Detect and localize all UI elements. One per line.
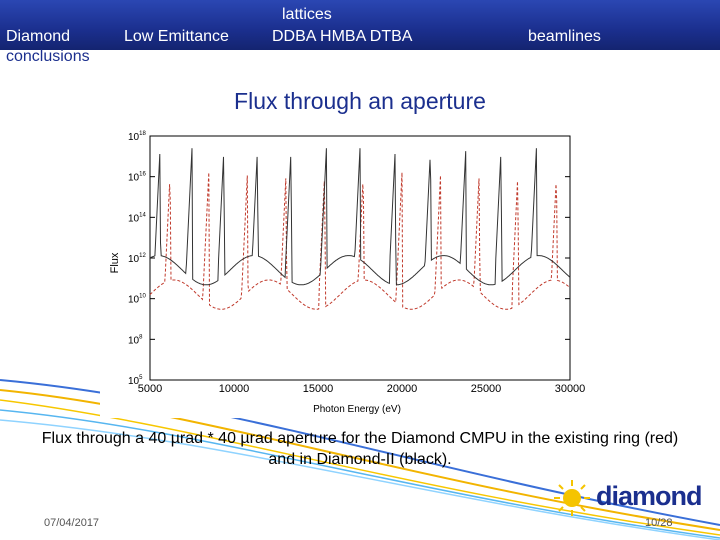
- x-tick-label: 20000: [387, 383, 418, 395]
- chart-panel: 1018 1016 1014 1012 1010 108 105 5000 10000 1500…: [100, 128, 588, 418]
- header-bar: [0, 0, 720, 50]
- nav-lattices[interactable]: lattices: [282, 6, 332, 23]
- footer-page-number: 10/28: [645, 517, 673, 529]
- y-axis-label: Flux: [109, 252, 121, 273]
- x-tick-label: 25000: [471, 383, 502, 395]
- diamond-logo: diamond: [552, 478, 702, 518]
- header-band: [0, 0, 720, 50]
- slide-title: Flux through an aperture: [234, 88, 486, 114]
- x-tick-label: 10000: [219, 383, 250, 395]
- figure-caption: Flux through a 40 µrad * 40 µrad apertur…: [41, 430, 679, 468]
- nav-conclusions[interactable]: conclusions: [6, 48, 90, 65]
- nav-low-emittance[interactable]: Low Emittance: [124, 28, 229, 45]
- diamond-logo-mark: [554, 480, 590, 516]
- y-tick-label: 1016: [128, 172, 146, 184]
- x-axis-ticks: 5000 10000 15000 20000 25000 30000: [138, 383, 586, 395]
- y-tick-label: 1018: [128, 131, 146, 143]
- x-tick-label: 30000: [555, 383, 586, 395]
- nav-beamlines[interactable]: beamlines: [528, 28, 601, 45]
- nav-lattice-types[interactable]: DDBA HMBA DTBA: [272, 28, 413, 45]
- logo-text: diamond: [596, 481, 702, 511]
- series-line-1: [149, 148, 571, 286]
- x-tick-label: 15000: [303, 383, 334, 395]
- y-tick-label: 1010: [128, 294, 146, 306]
- y-tick-label: 1012: [128, 253, 146, 265]
- y-tick-label: 1014: [128, 212, 146, 224]
- x-axis-label: Photon Energy (eV): [313, 404, 401, 415]
- footer-date: 07/04/2017: [44, 517, 100, 529]
- x-tick-label: 5000: [138, 383, 162, 395]
- series-layer: [149, 148, 571, 310]
- decorative-swoosh: [0, 379, 720, 540]
- series-line-0: [149, 172, 571, 310]
- nav-diamond[interactable]: Diamond: [6, 28, 71, 45]
- y-tick-label: 108: [128, 334, 143, 346]
